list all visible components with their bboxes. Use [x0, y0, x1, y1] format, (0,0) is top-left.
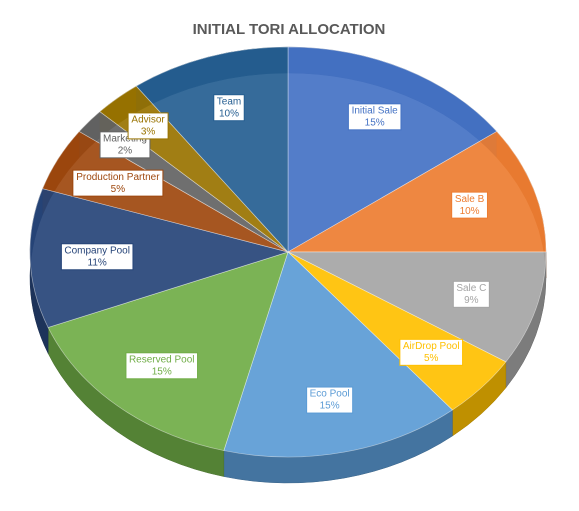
pie-slice — [47, 251, 289, 451]
label-value: 15% — [152, 366, 172, 377]
label-value: 5% — [111, 184, 126, 195]
label-box — [347, 103, 402, 131]
label-box — [306, 386, 354, 414]
label-value: 10% — [460, 206, 480, 217]
label-value: 15% — [320, 401, 340, 412]
label-box — [72, 169, 164, 197]
label-value: 9% — [464, 295, 479, 306]
label-box — [451, 191, 488, 219]
pie-slice — [287, 251, 547, 363]
label-name: Team — [217, 96, 241, 107]
label-value: 3% — [141, 127, 156, 138]
label-box — [60, 243, 134, 271]
label-box — [125, 352, 199, 380]
label-name: Company Pool — [64, 245, 130, 256]
pie-slice — [286, 131, 547, 253]
label-value: 11% — [88, 257, 107, 268]
label-box — [127, 112, 169, 140]
label-name: Sale C — [456, 283, 486, 294]
data-label: Sale B10% — [451, 191, 488, 219]
chart-title: INITIAL TORI ALLOCATION — [193, 21, 386, 38]
label-name: AirDrop Pool — [403, 341, 460, 352]
label-value: 5% — [424, 353, 439, 364]
pie-slice — [223, 251, 454, 458]
label-box — [399, 338, 464, 366]
label-name: Eco Pool — [310, 389, 350, 400]
label-name: Marketing — [103, 133, 147, 144]
pie-slice — [29, 188, 290, 328]
label-value: 10% — [219, 108, 239, 119]
label-box — [213, 94, 245, 122]
label-name: Advisor — [131, 115, 165, 126]
pie-slice — [287, 46, 498, 253]
label-box — [452, 280, 490, 308]
label-value: 2% — [118, 145, 133, 156]
label-name: Initial Sale — [352, 105, 399, 116]
label-name: Production Partner — [76, 172, 160, 183]
data-label: Sale C9% — [452, 280, 490, 308]
label-name: Reserved Pool — [129, 354, 195, 365]
label-name: Sale B — [455, 194, 485, 205]
label-value: 15% — [365, 117, 385, 128]
pie-slice — [135, 46, 289, 253]
